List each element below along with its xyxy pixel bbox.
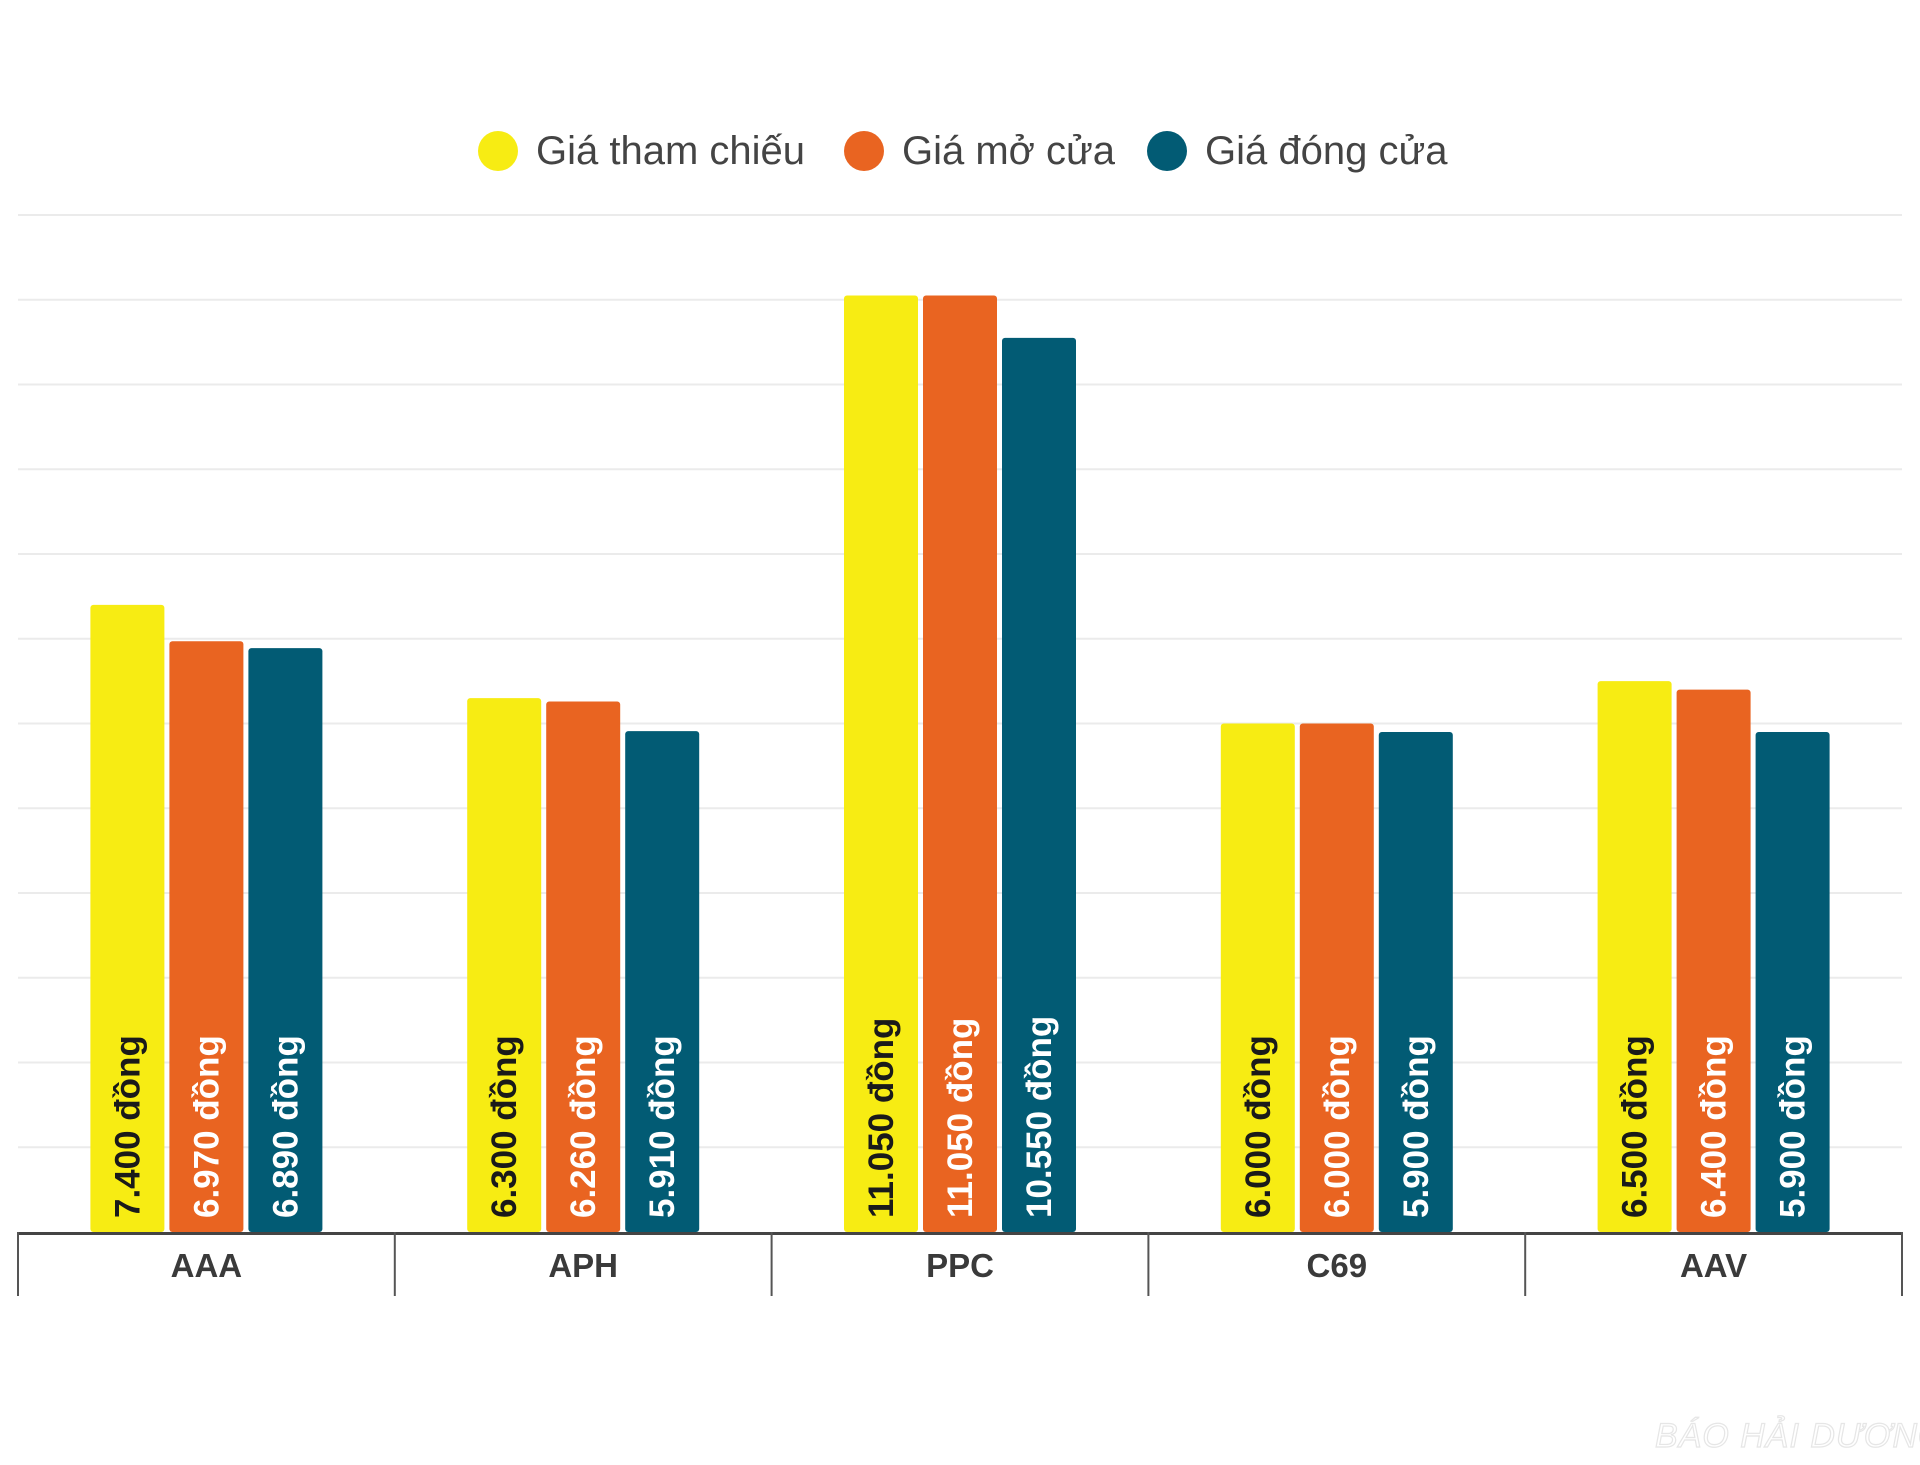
x-axis: AAA APH PPC C69 AAV (17, 1232, 1903, 1296)
data-label: 6.890 đồng (266, 1035, 305, 1218)
legend-swatch (1147, 131, 1187, 171)
bar (1676, 689, 1751, 1232)
category-label: PPC (926, 1247, 994, 1284)
category-label: AAA (171, 1247, 243, 1284)
legend-swatch (844, 131, 884, 171)
data-label: 5.910 đồng (643, 1035, 682, 1218)
bar (467, 698, 542, 1232)
data-label: 5.900 đồng (1774, 1035, 1813, 1218)
data-label: 11.050 đồng (862, 1018, 901, 1218)
legend-swatch (478, 131, 518, 171)
data-label: 7.400 đồng (108, 1035, 147, 1218)
bar (625, 731, 700, 1232)
bar (546, 701, 621, 1232)
bar (1755, 731, 1830, 1232)
watermark-logo: BÁO HẢI DƯƠNG (1655, 1416, 1920, 1455)
bar (1378, 731, 1453, 1232)
bar (1220, 723, 1295, 1232)
bars: 7.400 đồng 6.970 đồng 6.890 đồng 6.300 đồng… (90, 295, 1830, 1232)
data-label: 6.260 đồng (564, 1035, 603, 1218)
bar (169, 641, 244, 1232)
bar (1002, 337, 1076, 1232)
category-label: AAV (1680, 1247, 1747, 1284)
bar (923, 295, 997, 1232)
legend-label: Giá đóng cửa (1205, 129, 1448, 173)
bar (844, 295, 918, 1232)
data-label: 6.400 đồng (1695, 1035, 1734, 1218)
data-label: 10.550 đồng (1020, 1016, 1059, 1218)
bar (90, 604, 165, 1232)
data-label: 6.000 đồng (1239, 1035, 1278, 1218)
category-label: APH (548, 1247, 618, 1284)
bar (248, 648, 323, 1232)
data-label: 11.050 đồng (941, 1018, 980, 1218)
bar (1299, 723, 1374, 1232)
data-label: 5.900 đồng (1397, 1035, 1436, 1218)
bar (1597, 681, 1672, 1232)
data-label: 6.500 đồng (1616, 1035, 1655, 1218)
data-label: 6.300 đồng (485, 1035, 524, 1218)
category-label: C69 (1307, 1247, 1368, 1284)
legend-label: Giá tham chiếu (536, 129, 805, 173)
legend: Giá tham chiếu Giá mở cửa Giá đóng cửa (478, 129, 1448, 173)
data-label: 6.970 đồng (187, 1035, 226, 1218)
data-label: 6.000 đồng (1318, 1035, 1357, 1218)
legend-label: Giá mở cửa (902, 129, 1116, 173)
